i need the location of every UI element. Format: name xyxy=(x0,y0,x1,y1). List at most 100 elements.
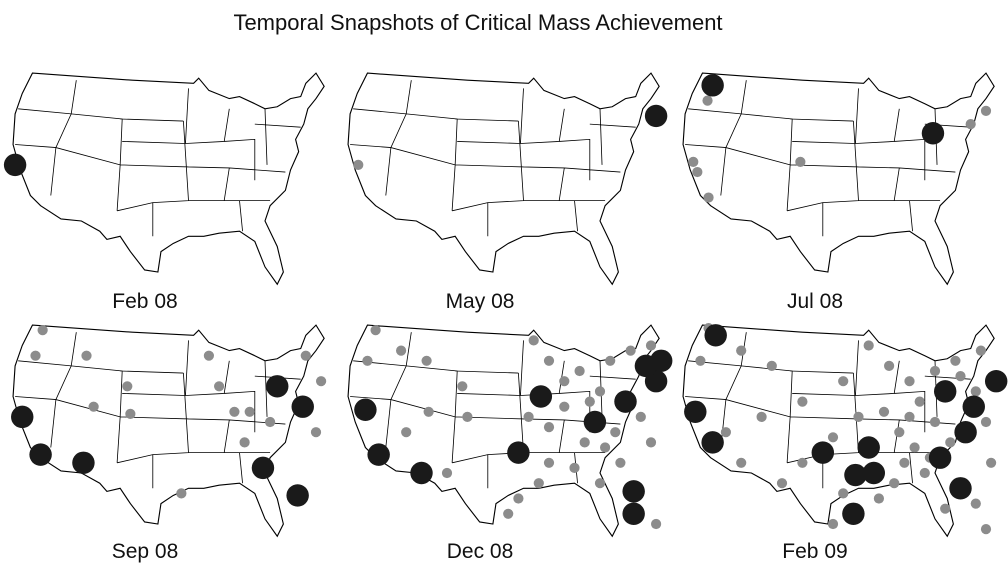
critical-mass-dot xyxy=(684,400,707,424)
critical-mass-dot xyxy=(29,443,52,466)
critical-mass-dot xyxy=(72,451,95,475)
emerging-dot xyxy=(125,408,136,419)
map-panel xyxy=(3,72,325,285)
emerging-dot xyxy=(853,411,864,422)
emerging-dot xyxy=(310,427,322,438)
us-map xyxy=(347,72,660,285)
critical-mass-dot xyxy=(529,385,553,408)
emerging-dot xyxy=(559,401,570,412)
emerging-dot xyxy=(214,381,225,392)
emerging-dot xyxy=(594,478,606,489)
emerging-dot xyxy=(720,427,731,438)
panels xyxy=(3,72,1008,537)
emerging-dot xyxy=(584,396,595,407)
panel-label: Dec 08 xyxy=(447,540,514,563)
emerging-dot xyxy=(625,345,636,356)
emerging-dot xyxy=(899,457,910,468)
emerging-dot xyxy=(904,376,915,387)
map-panel xyxy=(347,72,668,285)
critical-mass-dot xyxy=(583,410,607,434)
emerging-dot xyxy=(965,119,976,130)
emerging-dot xyxy=(513,493,524,504)
emerging-dot xyxy=(838,488,849,499)
panel-label: Feb 08 xyxy=(112,290,177,313)
emerging-dot xyxy=(30,350,41,361)
emerging-dot xyxy=(889,478,900,489)
emerging-dot xyxy=(353,159,364,170)
map-panel xyxy=(682,323,1008,537)
emerging-dot xyxy=(695,355,706,366)
emerging-dot xyxy=(986,457,997,468)
emerging-dot xyxy=(533,478,544,489)
us-map xyxy=(12,324,325,537)
emerging-dot xyxy=(797,457,808,468)
critical-mass-dot xyxy=(842,502,865,526)
panel-label: Jul 08 xyxy=(787,290,843,313)
critical-mass-dot xyxy=(701,74,724,97)
figure-title: Temporal Snapshots of Critical Mass Achi… xyxy=(233,10,722,35)
critical-mass-dot xyxy=(354,398,377,421)
emerging-dot xyxy=(884,360,895,371)
emerging-dot xyxy=(370,325,381,336)
emerging-dot xyxy=(919,467,930,479)
emerging-dot xyxy=(863,340,874,351)
emerging-dot xyxy=(503,508,514,519)
emerging-dot xyxy=(421,355,432,366)
emerging-dot xyxy=(203,350,214,361)
emerging-dot xyxy=(904,411,915,422)
emerging-dot xyxy=(980,416,992,428)
emerging-dot xyxy=(244,406,255,417)
panel-label: Feb 09 xyxy=(782,540,847,563)
emerging-dot xyxy=(955,371,966,382)
emerging-dot xyxy=(827,518,839,530)
panel-label: May 08 xyxy=(446,290,515,313)
map-panel xyxy=(682,72,995,285)
emerging-dot xyxy=(873,493,884,504)
critical-mass-dot xyxy=(291,395,314,418)
critical-mass-dot xyxy=(862,461,886,485)
emerging-dot xyxy=(688,156,699,167)
emerging-dot xyxy=(396,345,407,356)
critical-mass-dot xyxy=(3,153,27,177)
critical-mass-dot xyxy=(857,436,880,459)
emerging-dot xyxy=(543,355,555,366)
critical-mass-dot xyxy=(701,431,724,454)
critical-mass-dot xyxy=(984,369,1008,393)
emerging-dot xyxy=(574,365,585,377)
critical-mass-dot xyxy=(410,461,433,485)
emerging-dot xyxy=(316,376,327,387)
emerging-dot xyxy=(81,350,92,361)
map-panel xyxy=(11,324,327,537)
critical-mass-dot xyxy=(811,441,835,464)
emerging-dot xyxy=(362,355,373,366)
emerging-dot xyxy=(605,355,616,366)
critical-mass-dot xyxy=(622,480,645,503)
emerging-dot xyxy=(914,396,925,407)
emerging-dot xyxy=(970,386,981,397)
critical-mass-dot xyxy=(954,420,977,444)
emerging-dot xyxy=(635,411,646,422)
panel-label: Sep 08 xyxy=(112,540,179,563)
critical-mass-dot xyxy=(933,380,957,403)
critical-mass-dot xyxy=(266,375,289,398)
us-map xyxy=(682,72,995,285)
emerging-dot xyxy=(441,467,453,479)
emerging-dot xyxy=(239,437,250,448)
us-map xyxy=(12,72,325,285)
emerging-dot xyxy=(559,376,570,387)
critical-mass-dot xyxy=(844,463,867,487)
emerging-dot xyxy=(736,457,747,468)
emerging-dot xyxy=(929,416,941,428)
emerging-dot xyxy=(766,360,777,371)
emerging-dot xyxy=(176,488,187,499)
emerging-dot xyxy=(615,457,626,468)
emerging-dot xyxy=(122,381,133,392)
emerging-dot xyxy=(838,376,849,387)
emerging-dot xyxy=(970,498,981,509)
critical-mass-dot xyxy=(644,104,668,128)
emerging-dot xyxy=(651,518,662,530)
emerging-dot xyxy=(945,437,956,448)
emerging-dot xyxy=(776,478,788,489)
emerging-dot xyxy=(703,192,714,203)
